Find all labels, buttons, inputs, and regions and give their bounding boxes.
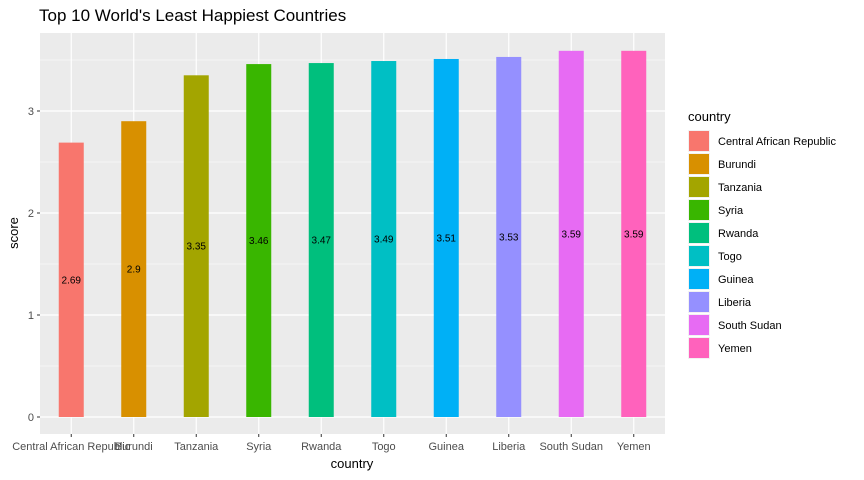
data-label-7: 3.53: [499, 232, 519, 243]
bar-4: [308, 63, 334, 418]
data-label-6: 3.51: [437, 233, 457, 244]
x-axis-title: country: [331, 456, 374, 471]
y-tick-label: 2: [28, 208, 34, 220]
x-tick-label: Liberia: [492, 441, 526, 453]
legend-swatch-0: [689, 131, 709, 151]
x-tick-label: Central African Republic: [12, 441, 131, 453]
legend-title: country: [688, 109, 731, 124]
x-tick-label: Tanzania: [174, 441, 219, 453]
legend-label-1: Burundi: [718, 159, 756, 171]
legend-swatch-8: [689, 315, 709, 335]
data-labels: 2.69 2.9 3.35 3.46 3.47 3.49 3.51 3.53 3.59 3.59: [62, 229, 644, 286]
bar-6: [433, 58, 459, 417]
bar-5: [371, 61, 397, 418]
legend-swatch-1: [689, 154, 709, 174]
data-label-9: 3.59: [624, 229, 644, 240]
legend-label-4: Rwanda: [718, 228, 759, 240]
bar-8: [558, 50, 584, 417]
data-label-3: 3.46: [249, 236, 269, 247]
data-label-1: 2.9: [127, 265, 141, 276]
y-axis-title: score: [6, 217, 21, 249]
data-label-5: 3.49: [374, 235, 394, 246]
legend-swatch-5: [689, 246, 709, 266]
bar-7: [496, 56, 522, 417]
chart-title: Top 10 World's Least Happiest Countries: [39, 6, 346, 25]
y-tick-label: 3: [28, 106, 34, 118]
bar-2: [183, 75, 209, 418]
data-label-4: 3.47: [312, 236, 332, 247]
legend-swatch-4: [689, 223, 709, 243]
x-tick-label: Guinea: [429, 441, 465, 453]
x-tick-label: South Sudan: [539, 441, 603, 453]
bars: [58, 50, 647, 418]
legend-label-8: South Sudan: [718, 320, 782, 332]
y-axis: 0 1 2 3: [28, 106, 40, 424]
y-tick-label: 0: [28, 412, 34, 424]
legend: country Central African Republic Burundi T…: [688, 109, 837, 359]
x-tick-label: Rwanda: [301, 441, 342, 453]
x-tick-label: Burundi: [115, 441, 153, 453]
legend-swatch-3: [689, 200, 709, 220]
legend-swatch-9: [689, 338, 709, 358]
legend-label-9: Yemen: [718, 343, 752, 355]
legend-label-2: Tanzania: [718, 182, 763, 194]
legend-swatch-7: [689, 292, 709, 312]
x-tick-label: Syria: [246, 441, 272, 453]
y-tick-label: 1: [28, 310, 34, 322]
legend-label-0: Central African Republic: [718, 136, 837, 148]
data-label-2: 3.35: [187, 242, 207, 253]
x-tick-label: Togo: [372, 441, 396, 453]
legend-items: Central African Republic Burundi Tanzania S…: [688, 130, 837, 359]
legend-label-7: Liberia: [718, 297, 752, 309]
bar-1: [121, 121, 147, 417]
bar-9: [621, 50, 647, 417]
legend-label-6: Guinea: [718, 274, 754, 286]
data-label-0: 2.69: [62, 275, 82, 286]
legend-swatch-6: [689, 269, 709, 289]
legend-label-5: Togo: [718, 251, 742, 263]
legend-swatch-2: [689, 177, 709, 197]
bar-0: [58, 142, 84, 417]
legend-label-3: Syria: [718, 205, 744, 217]
bar-3: [246, 64, 272, 417]
data-label-8: 3.59: [562, 229, 582, 240]
x-tick-label: Yemen: [617, 441, 651, 453]
